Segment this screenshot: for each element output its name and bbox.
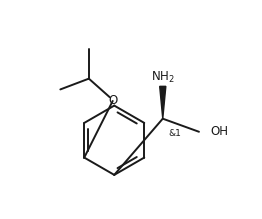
Text: NH$_2$: NH$_2$ xyxy=(151,70,175,85)
Text: &1: &1 xyxy=(168,129,181,138)
Polygon shape xyxy=(160,86,166,119)
Text: OH: OH xyxy=(210,125,228,138)
Text: O: O xyxy=(108,94,117,108)
